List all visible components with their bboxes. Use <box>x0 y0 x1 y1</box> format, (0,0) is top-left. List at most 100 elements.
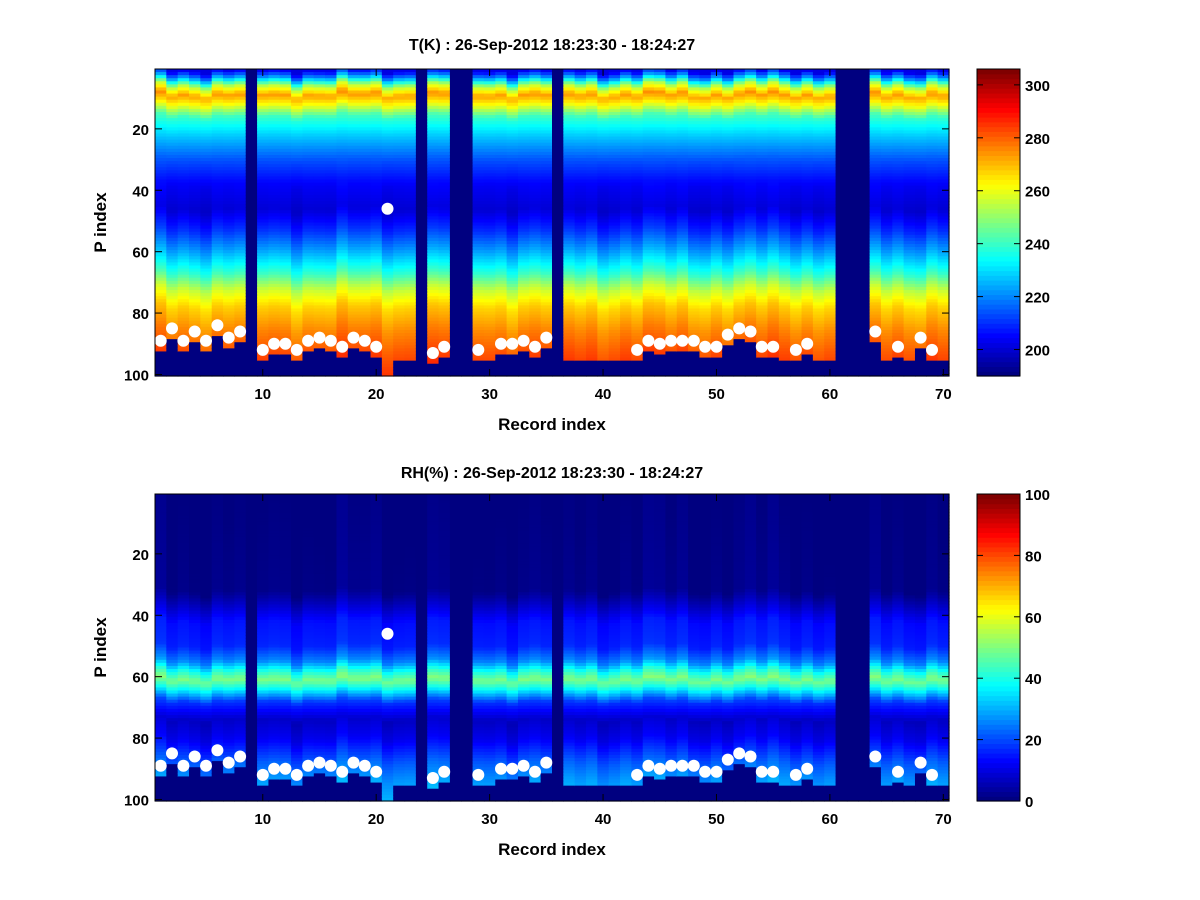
chart1-cell <box>268 243 281 248</box>
chart1-cell <box>245 268 258 273</box>
chart1-cell <box>404 87 417 92</box>
chart1-cell <box>200 182 213 187</box>
chart1-cell <box>234 290 247 294</box>
chart1-cell <box>586 69 598 73</box>
chart1-cell <box>245 191 258 196</box>
chart1-cell <box>370 243 383 248</box>
chart1-cell <box>506 75 519 79</box>
chart1-cell <box>404 369 417 374</box>
chart1-cell <box>257 182 270 187</box>
chart1-cell <box>155 136 167 141</box>
chart1-cell <box>359 124 372 128</box>
chart1-cell <box>438 72 451 76</box>
chart1-cell <box>483 219 496 224</box>
chart1-cell <box>472 222 485 227</box>
chart1-cell <box>472 127 485 131</box>
chart1-cell <box>279 69 292 73</box>
chart1-cell <box>483 99 496 104</box>
chart1-cell <box>302 299 315 303</box>
chart1-cell <box>347 308 360 313</box>
chart1-cell <box>404 219 417 224</box>
chart1-cell <box>347 268 360 273</box>
chart1-cell <box>245 231 258 236</box>
chart1-cell <box>483 191 496 196</box>
chart1-cell <box>472 268 485 273</box>
chart1-cell <box>336 271 349 276</box>
chart1-cell <box>574 99 587 104</box>
chart1-cell <box>415 164 428 168</box>
chart1-cell <box>234 108 247 113</box>
chart1-cell <box>529 84 542 89</box>
chart1-cell <box>608 75 621 79</box>
chart1-cell <box>325 90 338 95</box>
chart1-cell <box>415 130 428 135</box>
chart1-cell <box>234 311 247 316</box>
chart1-cell <box>393 293 406 297</box>
chart1-cell <box>336 182 349 187</box>
chart1-cell <box>166 188 179 193</box>
chart1-cell <box>393 357 406 362</box>
chart1-cell <box>529 170 542 174</box>
chart1-cell <box>200 99 213 104</box>
chart1-cell <box>529 311 542 316</box>
chart1-cell <box>517 293 530 297</box>
chart1-cell <box>381 176 394 181</box>
chart1-cell <box>211 133 224 138</box>
chart1-cell <box>302 173 315 178</box>
chart1-cell <box>483 225 496 230</box>
chart1-cell <box>506 302 519 306</box>
chart1-cell <box>574 179 587 184</box>
chart1-cell <box>211 191 224 196</box>
chart1-cell <box>257 268 270 273</box>
chart1-cell <box>313 265 326 270</box>
chart1-cell <box>370 173 383 178</box>
chart1-cell <box>336 333 349 337</box>
chart1-cell <box>359 197 372 202</box>
chart1-cell <box>268 308 281 313</box>
chart1-cell <box>472 265 485 270</box>
chart1-cell <box>415 118 428 122</box>
chart1-cell <box>166 105 179 110</box>
chart1-cell <box>586 354 598 359</box>
chart1-cell <box>472 277 485 282</box>
chart1-cell <box>347 302 360 306</box>
chart1-cell <box>268 225 281 230</box>
chart1-cell <box>472 105 485 110</box>
chart1-cell <box>336 90 349 95</box>
chart1-cell <box>245 142 258 147</box>
chart1-cell <box>415 145 428 150</box>
chart1-cell <box>211 127 224 131</box>
chart1-cell <box>268 357 281 362</box>
chart1-cell <box>393 366 406 371</box>
chart1-cell <box>461 161 474 165</box>
chart1-cell <box>404 228 417 233</box>
chart1-cell <box>359 75 372 79</box>
chart1-cell <box>291 142 304 147</box>
chart1-cell <box>177 277 190 282</box>
chart1-cell <box>313 231 326 236</box>
chart1-cell <box>404 302 417 306</box>
chart1-cell <box>427 247 440 251</box>
chart1-cell <box>563 296 576 300</box>
chart1-cell <box>563 108 576 113</box>
chart1-cell <box>415 210 428 214</box>
chart1-cell <box>415 90 428 95</box>
chart1-cell <box>381 111 394 116</box>
chart1-cell <box>336 105 349 110</box>
chart1-cell <box>540 317 553 322</box>
chart1-cell <box>200 354 213 359</box>
chart1-cell <box>574 182 587 187</box>
chart1-cell <box>200 326 213 331</box>
chart1-cell <box>177 274 190 279</box>
chart1-cell <box>540 111 553 116</box>
chart1-cell <box>166 265 179 270</box>
chart1-cell <box>438 78 451 82</box>
chart1-cell <box>563 372 576 377</box>
chart1-cell <box>155 182 167 187</box>
chart1-cell <box>449 256 462 260</box>
chart1-cell <box>404 145 417 150</box>
chart1-cell <box>336 363 349 368</box>
chart1-cell <box>506 127 519 131</box>
chart1-cell <box>325 372 338 377</box>
chart1-cell <box>370 93 383 98</box>
